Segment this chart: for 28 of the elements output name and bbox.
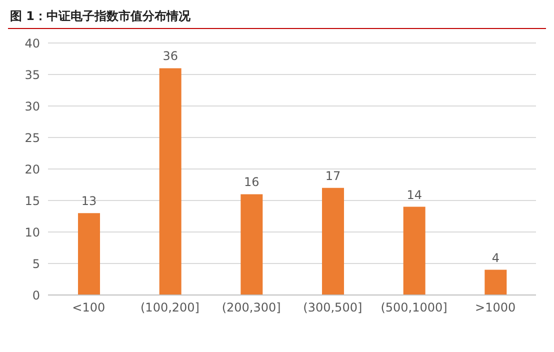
bar <box>240 194 263 295</box>
y-tick-label: 40 <box>24 36 40 50</box>
x-tick-label: >1000 <box>475 300 516 315</box>
y-tick-label: 35 <box>24 68 40 82</box>
y-tick-label: 30 <box>24 99 40 114</box>
data-label: 14 <box>406 188 422 202</box>
y-tick-label: 10 <box>24 225 40 240</box>
bar <box>322 188 344 295</box>
bar <box>159 68 182 295</box>
data-label: 36 <box>162 49 178 64</box>
y-tick-label: 0 <box>32 288 40 302</box>
y-tick-label: 15 <box>24 194 40 208</box>
chart-title: 图 1：中证电子指数市值分布情况 <box>8 8 546 29</box>
data-label: 16 <box>244 175 260 190</box>
data-label: 4 <box>492 250 500 265</box>
y-tick-label: 25 <box>24 130 40 145</box>
x-tick-label: (500,1000] <box>380 300 448 315</box>
data-label: 13 <box>81 194 97 208</box>
x-tick-label: (300,500] <box>303 300 362 315</box>
y-tick-label: 5 <box>32 256 40 271</box>
x-tick-label: (200,300] <box>222 300 281 315</box>
bar <box>78 213 100 295</box>
x-tick-label: <100 <box>72 300 106 315</box>
bar <box>403 206 426 295</box>
data-label: 17 <box>325 168 341 183</box>
y-tick-label: 20 <box>24 162 40 176</box>
x-tick-label: (100,200] <box>140 300 200 315</box>
bar <box>484 270 507 295</box>
